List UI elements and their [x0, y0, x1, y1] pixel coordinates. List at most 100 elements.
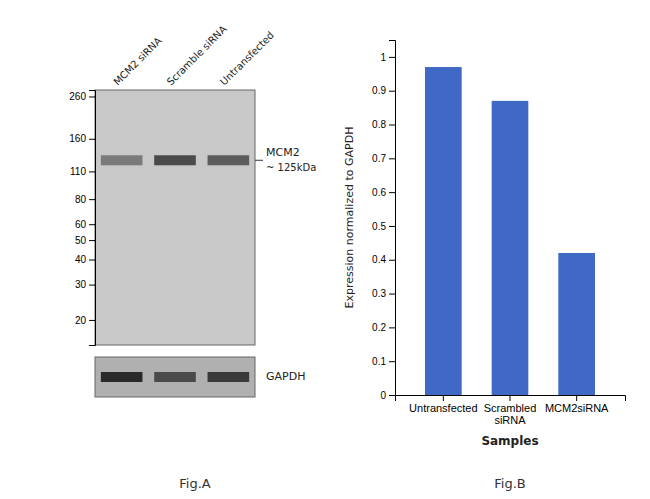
panel-caption: Fig.B	[494, 476, 525, 491]
tick: 0.5	[372, 221, 395, 232]
band	[154, 155, 196, 165]
loading-band	[154, 372, 196, 382]
tick: 1	[380, 52, 395, 63]
axis-line	[389, 41, 396, 396]
tick-label: 80	[75, 194, 87, 205]
tick: 20	[75, 315, 95, 326]
tick-mark	[389, 192, 395, 193]
tick-mark	[389, 91, 395, 92]
tick-mark	[89, 224, 95, 225]
blot-panel: 260160110806050403020MCM2 siRNAScramble …	[69, 23, 316, 491]
tick-mark	[389, 294, 395, 295]
tick-mark	[89, 240, 95, 241]
band-pointer	[255, 160, 263, 161]
tick: 0.6	[372, 187, 395, 198]
bands	[101, 155, 249, 165]
tick: 0.4	[372, 254, 395, 265]
axis-line	[396, 396, 626, 402]
tick-label: 40	[75, 254, 87, 265]
tick: 160	[69, 133, 95, 144]
tick-label: 1	[380, 52, 386, 63]
loading-band	[208, 372, 250, 382]
tick-label: 60	[75, 219, 87, 230]
tick-mark	[576, 395, 577, 401]
tick: MCM2siRNA	[545, 395, 609, 414]
tick-mark	[89, 320, 95, 321]
tick-label: MCM2siRNA	[545, 402, 609, 414]
tick: 80	[75, 194, 95, 205]
tick-mark	[389, 327, 395, 328]
tick-label: 0.3	[372, 288, 386, 299]
axis: 0 0.1 0.2 0.3 0.4 0.5 0.6 0.7 0.8 0.9 1	[372, 41, 395, 401]
tick: 0.2	[372, 322, 395, 333]
tick-mark	[389, 158, 395, 159]
lane-label: MCM2 siRNA	[111, 35, 163, 87]
annotation: GAPDH	[266, 370, 305, 383]
tick-mark	[443, 395, 444, 401]
tick: 260	[69, 91, 95, 102]
tick-mark	[89, 139, 95, 140]
tick: 60	[75, 219, 95, 230]
tick-label: 260	[69, 91, 86, 102]
bar	[425, 67, 462, 395]
axis: Untransfected ScrambledsiRNA MCM2siRNA	[396, 395, 626, 426]
band-label: MCM2	[266, 146, 300, 159]
tick: 50	[75, 235, 95, 246]
tick-label: ScrambledsiRNA	[484, 402, 537, 427]
tick-mark	[389, 361, 395, 362]
tick-mark	[389, 57, 395, 58]
lane-label: Untransfected	[218, 29, 276, 87]
tick-label: 0.5	[372, 221, 386, 232]
tick-mark	[389, 260, 395, 261]
y-axis-title: Expression normalized to GAPDH	[343, 127, 356, 309]
tick-label: 0.6	[372, 187, 386, 198]
tick: 0.8	[372, 119, 395, 130]
tick-label: 50	[75, 235, 87, 246]
tick: ScrambledsiRNA	[484, 395, 537, 426]
band	[101, 155, 143, 165]
tick-label: 0.1	[372, 356, 386, 367]
bar	[558, 253, 595, 395]
tick-label: 0.7	[372, 153, 386, 164]
tick: 0.9	[372, 85, 395, 96]
tick-label: 160	[69, 133, 86, 144]
annotation: ~ 125kDa	[266, 162, 316, 173]
loading-band	[101, 372, 143, 382]
x-axis-title: Samples	[481, 434, 538, 448]
tick-mark	[389, 226, 395, 227]
tick-label: 0.8	[372, 119, 386, 130]
tick: 30	[75, 279, 95, 290]
tick-label: 30	[75, 279, 87, 290]
panel-caption: Fig.A	[179, 476, 211, 491]
axis: 260 160 110 80 60 50 40 30 20	[69, 91, 95, 346]
tick: 40	[75, 254, 95, 265]
tick: 0.3	[372, 288, 395, 299]
loading-panel	[95, 357, 255, 397]
tick: 110	[70, 166, 95, 177]
axis-line	[89, 91, 96, 346]
tick-label: 110	[70, 166, 86, 177]
tick-mark	[89, 199, 95, 200]
tick-label: 0	[380, 390, 386, 401]
tick-mark	[510, 395, 511, 401]
figure: 260160110806050403020MCM2 siRNAScramble …	[0, 0, 650, 499]
tick: Untransfected	[409, 395, 477, 414]
gel	[95, 90, 255, 345]
tick-mark	[89, 260, 95, 261]
tick-mark	[89, 171, 95, 172]
band	[208, 155, 250, 165]
tick: 0	[380, 390, 395, 401]
tick: 0.1	[372, 356, 395, 367]
bars	[425, 67, 595, 395]
tick-label: Untransfected	[409, 402, 477, 414]
tick-mark	[89, 285, 95, 286]
tick-mark	[389, 395, 395, 396]
tick-mark	[389, 125, 395, 126]
tick: 0.7	[372, 153, 395, 164]
tick-label: 20	[75, 315, 87, 326]
tick-label: 0.4	[372, 254, 386, 265]
bar-panel: 0 0.1 0.2 0.3 0.4 0.5 0.6 0.7 0.8 0.9 1 Untransfect…	[343, 41, 626, 492]
tick-mark	[89, 96, 95, 97]
bar	[492, 101, 529, 395]
tick-label: 0.2	[372, 322, 386, 333]
